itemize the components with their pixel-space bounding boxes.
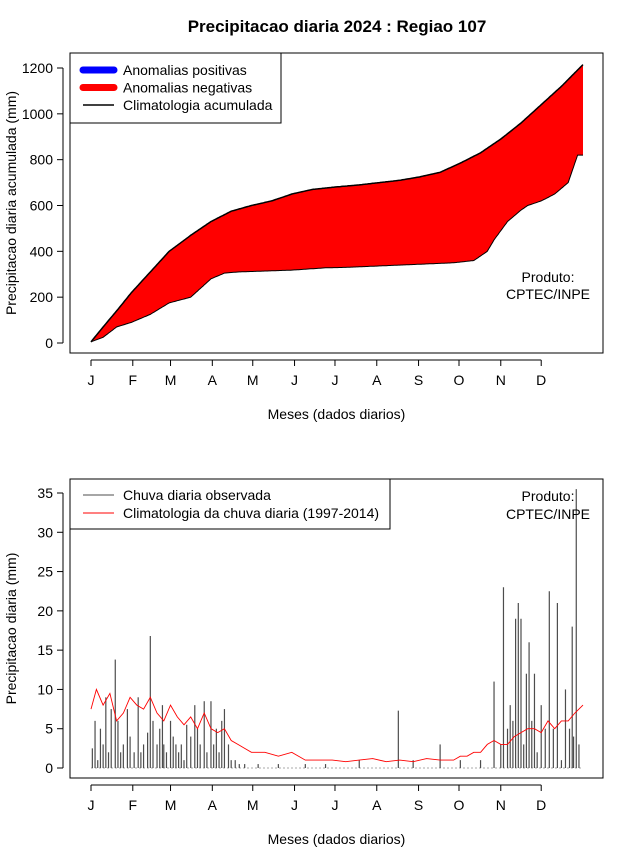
cum-x-tick-label: D	[536, 372, 546, 388]
daily-y-tick-label: 10	[37, 681, 53, 697]
negative-anomaly-area	[91, 64, 583, 342]
daily-y-tick-label: 5	[45, 721, 53, 737]
daily-x-tick-label: A	[372, 797, 382, 813]
cum-x-tick-label: J	[291, 372, 298, 388]
credit-source-2: CPTEC/INPE	[506, 506, 590, 522]
cum-x-tick-label: A	[372, 372, 382, 388]
cum-y-axis-label: Precipitacao diaria acumulada (mm)	[3, 91, 19, 315]
cum-y-tick-label: 200	[30, 289, 54, 305]
daily-chart: 0 5 10 15 20 25 30 35 J F M A M J J A S O N D Meses (dados d…	[3, 478, 604, 847]
cum-x-tick-label: J	[331, 372, 338, 388]
daily-x-axis-label: Meses (dados diarios)	[268, 831, 406, 847]
cum-legend-label: Anomalias negativas	[123, 80, 252, 96]
daily-x-tick-label: F	[129, 797, 138, 813]
daily-y-tick-label: 20	[37, 603, 53, 619]
cum-legend: Anomalias positivas Anomalias negativasCl…	[69, 52, 282, 124]
daily-x-tick-label: J	[331, 797, 338, 813]
daily-y-axis-label: Precipitacao diaria (mm)	[3, 553, 19, 705]
cum-y-tick-label: 400	[30, 243, 54, 259]
cum-x-tick-label: M	[165, 372, 177, 388]
cum-x-tick-label: N	[496, 372, 506, 388]
cum-y-tick-label: 0	[45, 335, 53, 351]
daily-y-tick-label: 30	[37, 524, 53, 540]
credit-label-1: Produto:	[522, 269, 575, 285]
daily-x-tick-label: N	[496, 797, 506, 813]
daily-legend-label: Chuva diaria observada	[123, 487, 271, 503]
cum-y-tick-label: 600	[30, 198, 54, 214]
cum-y-tick-label: 800	[30, 152, 54, 168]
daily-y-tick-label: 15	[37, 642, 53, 658]
cumulative-chart: 0 200 400 600 800 1000 1200 J F M A M J J A S O N D Meses (…	[3, 52, 604, 422]
credit-label-2: Produto:	[522, 488, 575, 504]
cum-legend-label: Climatologia acumulada	[123, 97, 273, 113]
daily-x-tick-label: A	[208, 797, 218, 813]
cum-x-tick-label: A	[208, 372, 218, 388]
cum-x-tick-label: M	[247, 372, 259, 388]
cum-legend-label: Anomalias positivas	[123, 62, 247, 78]
daily-x-tick-label: J	[88, 797, 95, 813]
daily-x-tick-label: J	[291, 797, 298, 813]
daily-y-tick-label: 25	[37, 564, 53, 580]
chart-title: Precipitacao diaria 2024 : Regiao 107	[188, 17, 487, 36]
cum-x-tick-label: S	[414, 372, 423, 388]
cum-y-tick-label: 1200	[22, 60, 53, 76]
cum-x-tick-label: F	[129, 372, 138, 388]
credit-source-1: CPTEC/INPE	[506, 286, 590, 302]
daily-x-tick-label: O	[454, 797, 465, 813]
daily-y-tick-label: 0	[45, 760, 53, 776]
daily-y-tick-label: 35	[37, 485, 53, 501]
daily-x-tick-label: M	[165, 797, 177, 813]
daily-x-tick-label: M	[247, 797, 259, 813]
cum-x-axis-label: Meses (dados diarios)	[268, 406, 406, 422]
daily-legend-label: Climatologia da chuva diaria (1997-2014)	[123, 505, 379, 521]
climatology-cumulative-line	[90, 64, 584, 343]
daily-x-tick-label: D	[536, 797, 546, 813]
daily-legend-box	[69, 478, 391, 530]
daily-legend: Chuva diaria observada Climatologia da ch…	[69, 478, 391, 530]
cum-plot-frame	[69, 52, 604, 354]
climatology-daily-line	[90, 688, 584, 763]
cum-x-tick-label: O	[454, 372, 465, 388]
observed-cumulative-line	[90, 154, 583, 343]
daily-x-tick-label: S	[414, 797, 423, 813]
cum-x-tick-label: J	[88, 372, 95, 388]
cum-y-tick-label: 1000	[22, 106, 53, 122]
